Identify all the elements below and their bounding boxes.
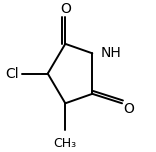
Text: CH₃: CH₃: [54, 137, 77, 150]
Text: Cl: Cl: [6, 67, 19, 81]
Text: NH: NH: [100, 46, 121, 60]
Text: O: O: [60, 2, 71, 16]
Text: O: O: [123, 102, 134, 116]
